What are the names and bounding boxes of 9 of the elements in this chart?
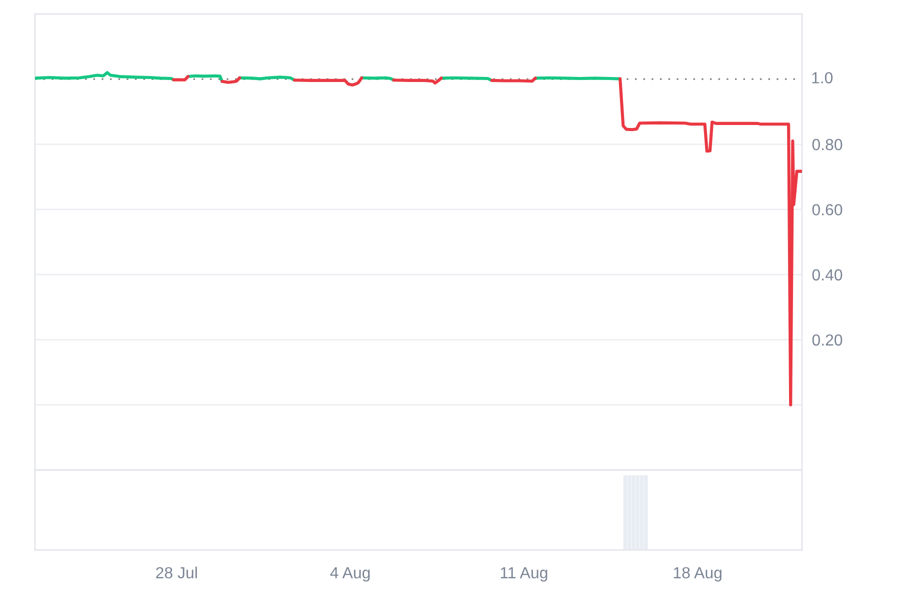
x-tick-label: 4 Aug xyxy=(330,567,370,582)
x-tick-label: 18 Aug xyxy=(674,567,722,582)
y-tick-label: 0.80 xyxy=(812,138,842,150)
y-tick-label: 0.20 xyxy=(812,334,842,346)
x-tick-label: 11 Aug xyxy=(500,567,548,582)
y-tick-label: 0.60 xyxy=(812,204,842,216)
x-tick-label: 28 Jul xyxy=(156,566,197,578)
ref-line-label: 1.0 xyxy=(812,72,833,84)
y-tick-label: 0.40 xyxy=(812,269,842,281)
